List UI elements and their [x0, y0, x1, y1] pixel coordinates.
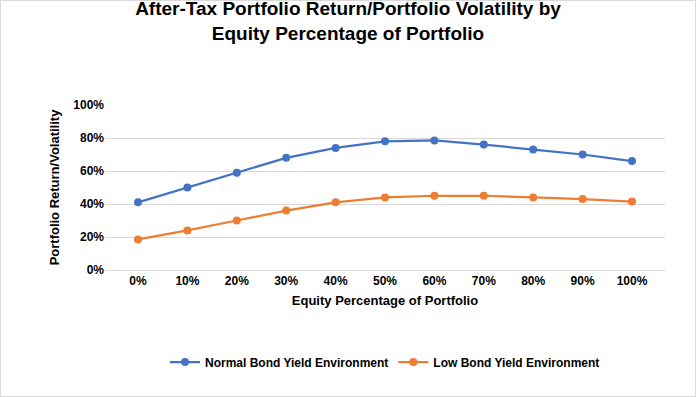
svg-text:60%: 60% [80, 164, 104, 178]
svg-text:90%: 90% [571, 274, 595, 288]
svg-text:20%: 20% [225, 274, 249, 288]
svg-text:Equity Percentage of Portfolio: Equity Percentage of Portfolio [292, 293, 478, 308]
svg-text:80%: 80% [80, 131, 104, 145]
svg-text:0%: 0% [87, 263, 105, 277]
svg-text:Low Bond Yield Environment: Low Bond Yield Environment [433, 356, 599, 370]
svg-text:100%: 100% [617, 274, 648, 288]
svg-text:100%: 100% [73, 98, 104, 112]
svg-text:70%: 70% [472, 274, 496, 288]
svg-text:60%: 60% [422, 274, 446, 288]
svg-text:10%: 10% [175, 274, 199, 288]
svg-text:50%: 50% [373, 274, 397, 288]
svg-text:After-Tax Portfolio Return/Por: After-Tax Portfolio Return/Portfolio Vol… [135, 1, 561, 44]
svg-text:Normal Bond Yield Environment: Normal Bond Yield Environment [205, 356, 388, 370]
svg-text:30%: 30% [274, 274, 298, 288]
svg-text:20%: 20% [80, 230, 104, 244]
svg-text:0%: 0% [129, 274, 147, 288]
svg-text:40%: 40% [324, 274, 348, 288]
svg-text:40%: 40% [80, 197, 104, 211]
svg-text:Portfolio Return/Volatility: Portfolio Return/Volatility [47, 109, 62, 266]
svg-text:80%: 80% [521, 274, 545, 288]
